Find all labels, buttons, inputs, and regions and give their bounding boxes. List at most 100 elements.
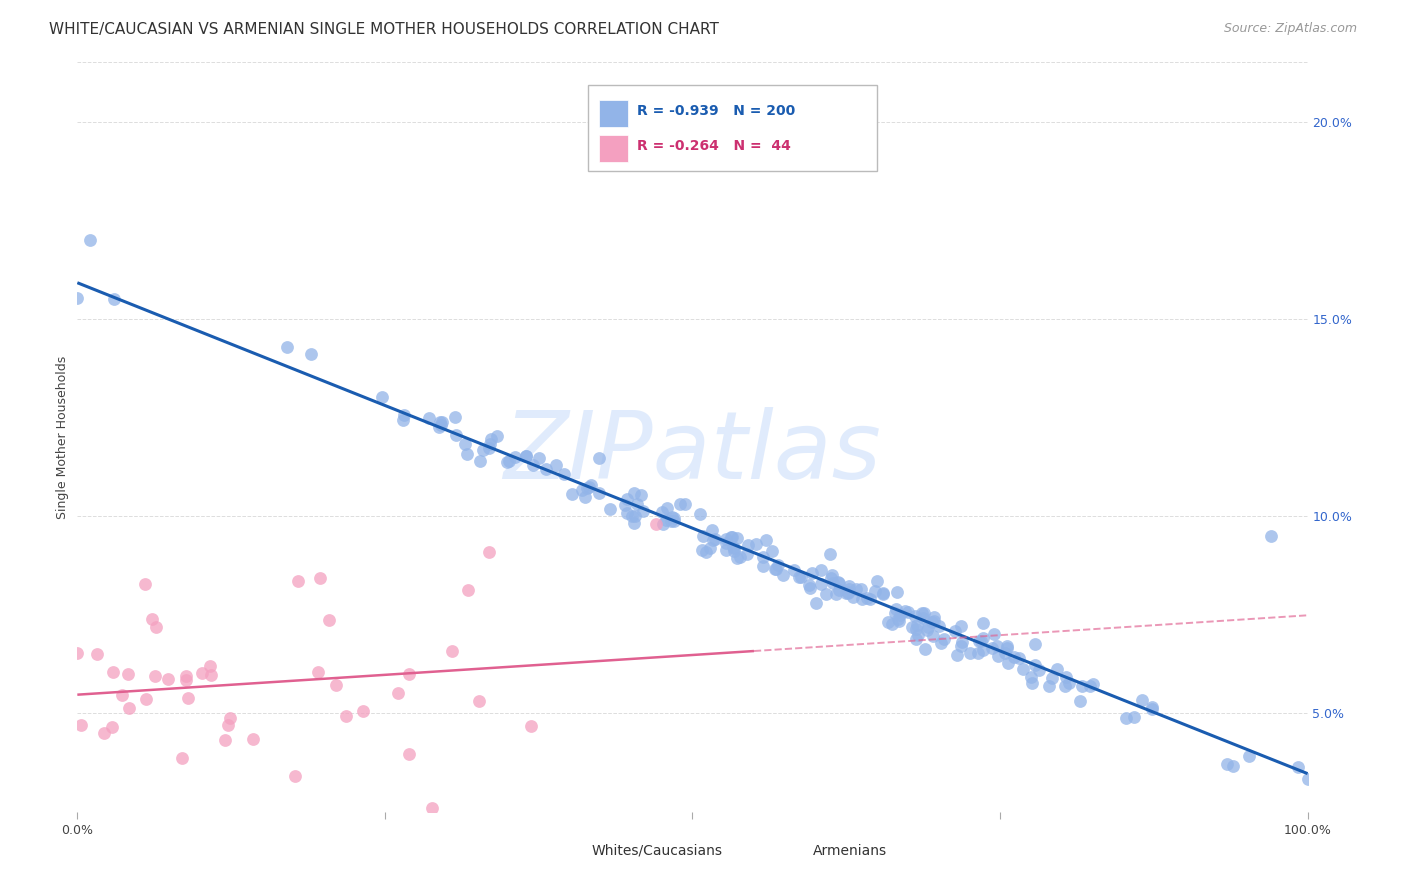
Point [1216, 757, 1239, 772]
FancyBboxPatch shape [599, 135, 628, 162]
Point [928, 618, 950, 632]
Point [309, 571, 332, 585]
Point [716, 542, 738, 557]
Point [700, 523, 723, 537]
Point [986, 639, 1008, 653]
Point [446, 428, 468, 442]
Point [392, 412, 415, 426]
Point [626, 497, 648, 511]
Point [79, 233, 101, 247]
Point [810, 563, 832, 577]
Point [522, 458, 544, 472]
Point [86, 647, 108, 661]
Point [727, 531, 749, 545]
Point [841, 591, 863, 605]
Text: WHITE/CAUCASIAN VS ARMENIAN SINGLE MOTHER HOUSEHOLDS CORRELATION CHART: WHITE/CAUCASIAN VS ARMENIAN SINGLE MOTHE… [49, 22, 718, 37]
Point [441, 643, 464, 657]
Point [651, 516, 673, 531]
Point [725, 551, 748, 566]
Point [887, 614, 910, 628]
Point [651, 505, 673, 519]
Point [496, 455, 519, 469]
Text: Armenians: Armenians [813, 844, 887, 858]
Point [922, 610, 945, 624]
Point [578, 480, 600, 494]
Point [157, 672, 180, 686]
Point [950, 639, 973, 653]
Point [934, 632, 956, 646]
Point [661, 510, 683, 524]
Point [972, 631, 994, 645]
Point [950, 635, 973, 649]
Point [838, 578, 860, 592]
Point [905, 632, 928, 646]
Point [1046, 662, 1069, 676]
Point [735, 547, 758, 561]
Point [772, 567, 794, 582]
Point [325, 678, 347, 692]
Point [620, 509, 643, 524]
Point [1069, 693, 1091, 707]
Point [145, 620, 167, 634]
Point [730, 549, 752, 564]
Point [1019, 670, 1042, 684]
Point [381, 824, 404, 838]
Point [897, 606, 920, 620]
Point [994, 647, 1017, 661]
Point [929, 636, 952, 650]
Point [889, 608, 911, 623]
Point [588, 450, 610, 465]
Point [515, 449, 537, 463]
Point [1053, 679, 1076, 693]
Point [654, 513, 676, 527]
Point [352, 704, 374, 718]
Point [103, 292, 125, 306]
Point [845, 582, 868, 597]
Point [911, 606, 934, 620]
Point [1070, 679, 1092, 693]
Point [613, 498, 636, 512]
Point [430, 418, 453, 433]
Point [838, 582, 860, 597]
Point [884, 602, 907, 616]
Point [752, 558, 775, 573]
Point [631, 504, 654, 518]
Point [468, 454, 491, 468]
Point [471, 443, 494, 458]
Point [398, 666, 420, 681]
Point [520, 719, 543, 733]
Point [1040, 671, 1063, 685]
Point [420, 801, 443, 815]
Point [699, 541, 721, 555]
Point [884, 606, 907, 620]
Point [174, 673, 197, 688]
Text: Whites/Caucasians: Whites/Caucasians [592, 844, 723, 858]
Point [997, 639, 1019, 653]
Point [804, 596, 827, 610]
Point [714, 533, 737, 547]
FancyBboxPatch shape [588, 85, 877, 171]
Point [1008, 651, 1031, 665]
Point [546, 458, 568, 472]
Point [983, 626, 1005, 640]
Point [191, 665, 214, 680]
Point [859, 591, 882, 606]
Point [1078, 679, 1101, 693]
Point [456, 447, 478, 461]
Point [1021, 675, 1043, 690]
Point [972, 615, 994, 630]
Point [141, 612, 163, 626]
FancyBboxPatch shape [778, 843, 807, 867]
Point [93, 726, 115, 740]
Point [623, 485, 645, 500]
Point [783, 563, 806, 577]
Point [1239, 749, 1261, 764]
Point [479, 432, 502, 446]
Point [198, 658, 221, 673]
Point [818, 547, 841, 561]
Point [828, 575, 851, 590]
Point [427, 420, 450, 434]
Point [318, 614, 340, 628]
Point [623, 516, 645, 530]
Point [863, 584, 886, 599]
